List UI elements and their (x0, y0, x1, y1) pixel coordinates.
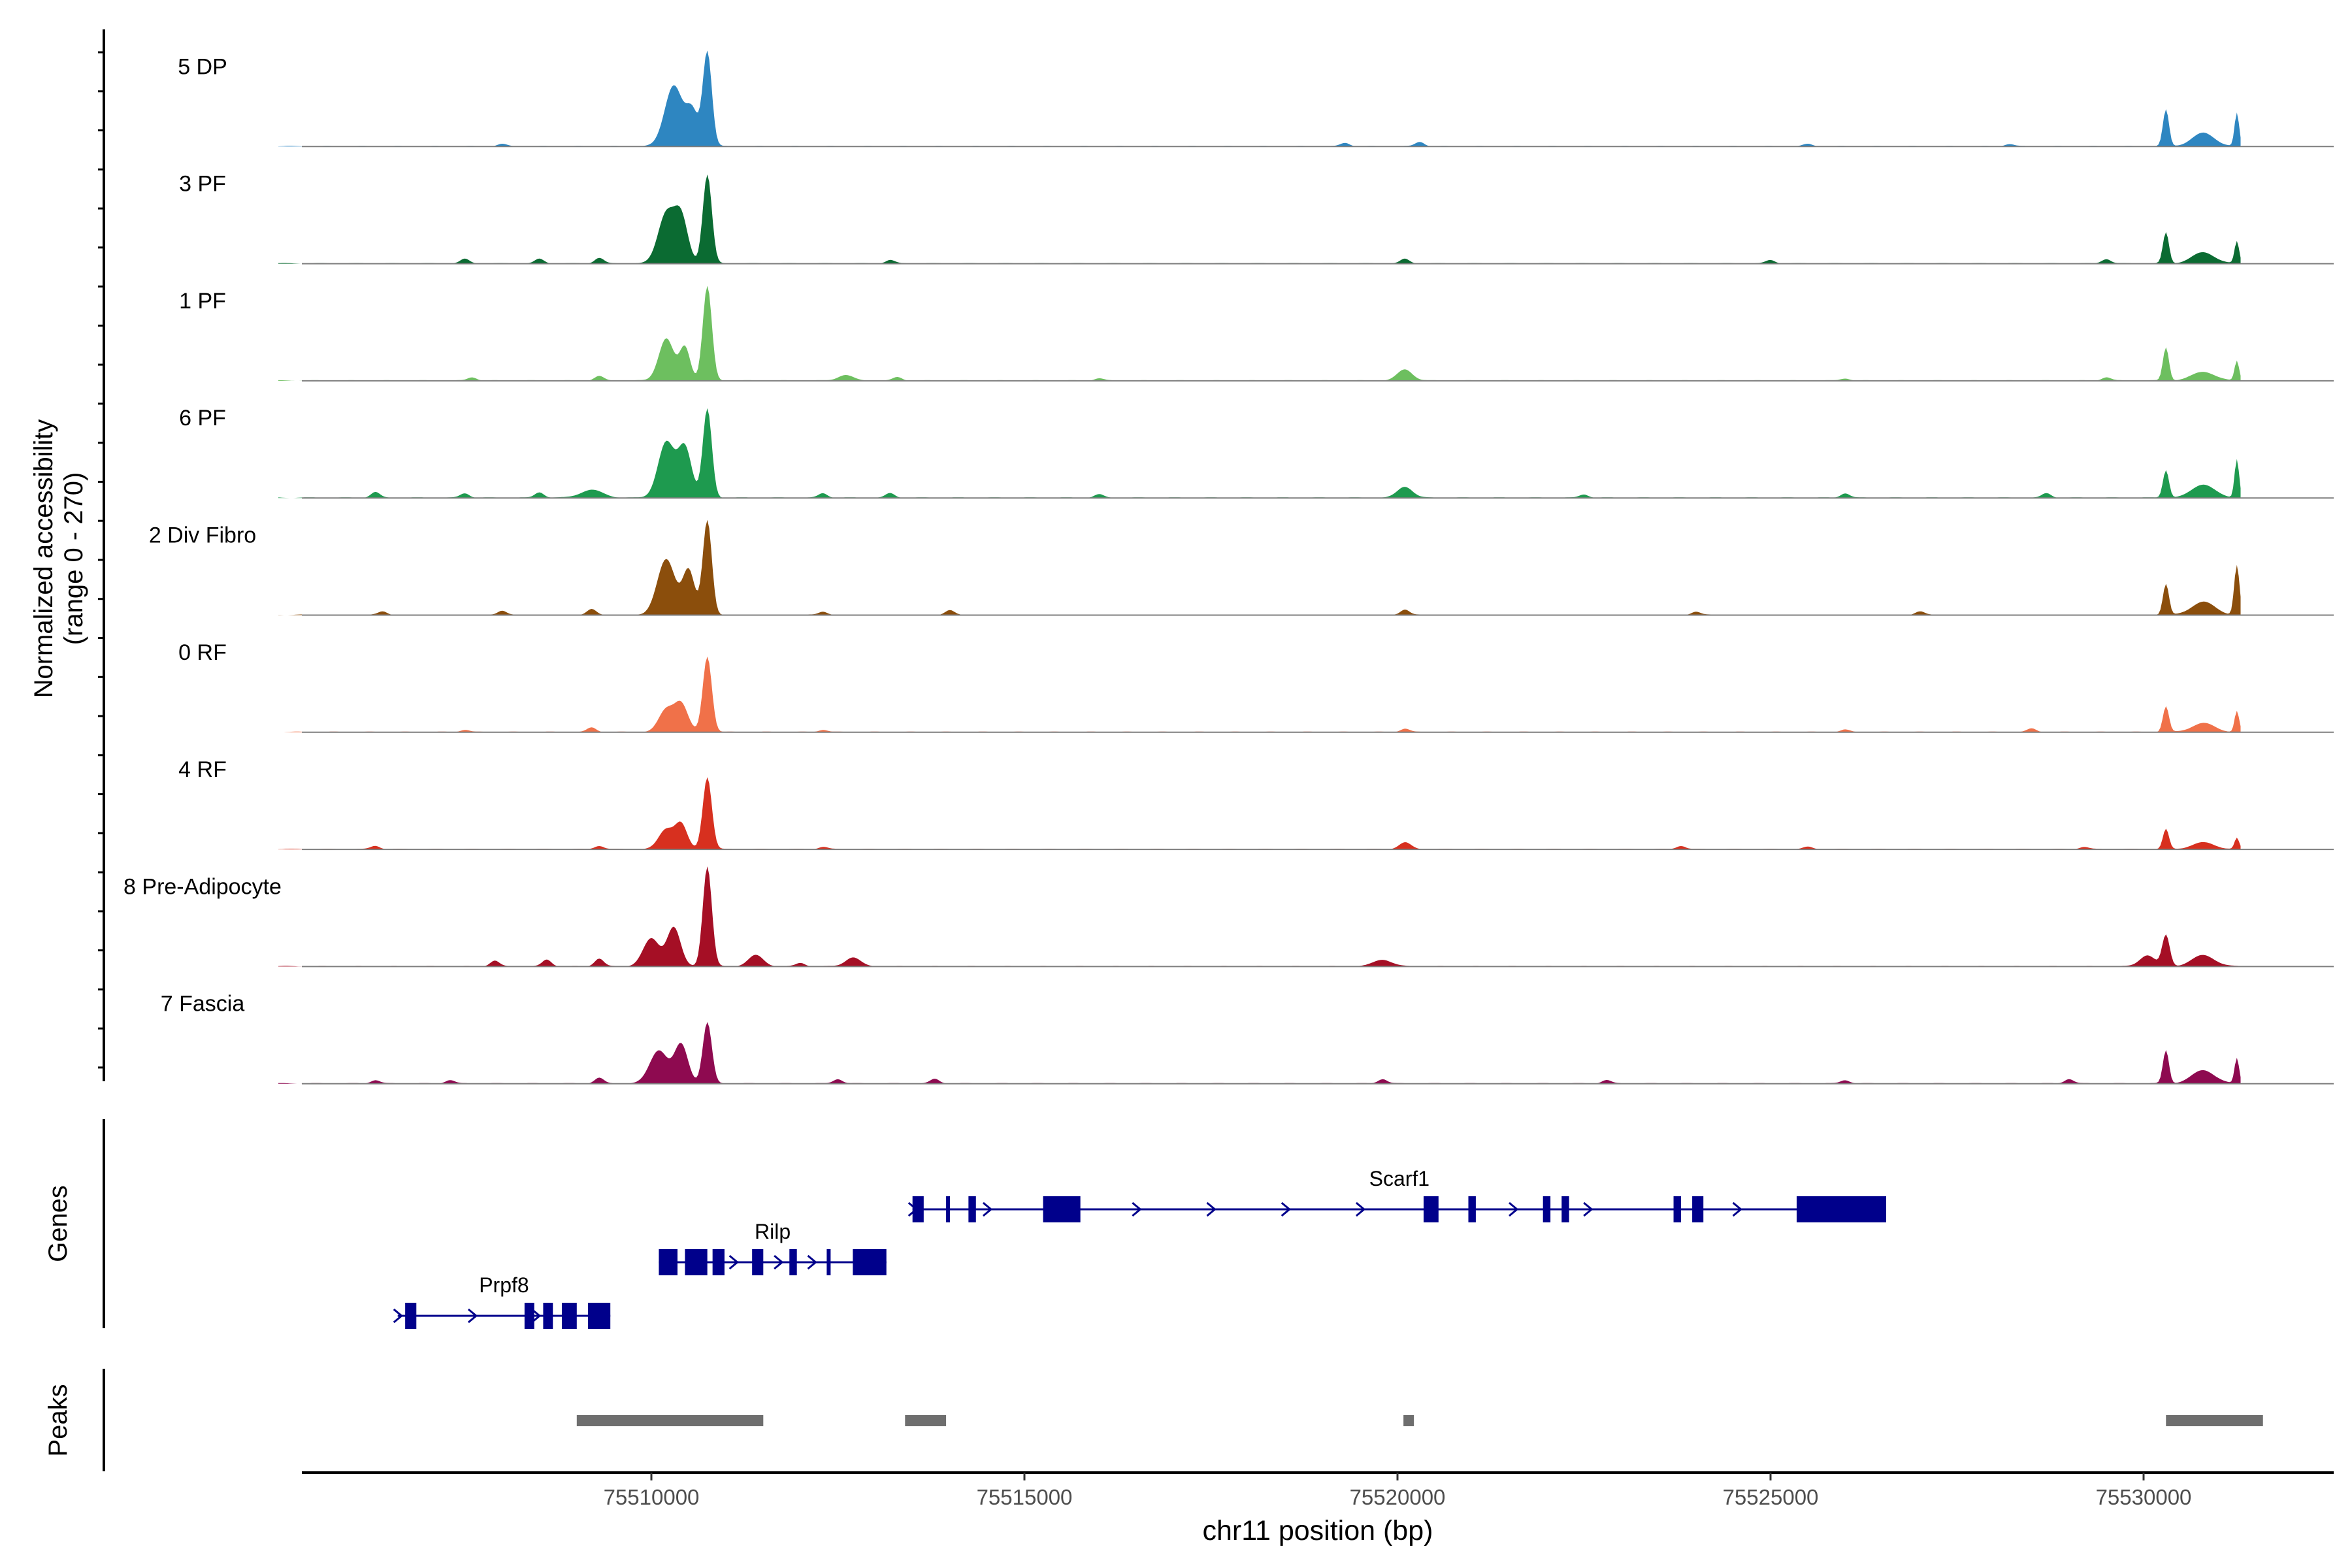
gene-exon (587, 1303, 611, 1329)
x-tick-label: 75525000 (1723, 1485, 1819, 1509)
track-label: 8 Pre-Adipocyte (123, 874, 282, 899)
gene-exon (1543, 1196, 1551, 1222)
x-tick-label: 75515000 (977, 1485, 1073, 1509)
peak-region (1403, 1415, 1414, 1426)
gene-exon (543, 1303, 553, 1329)
track: 6 PF (98, 402, 2334, 499)
strand-arrow (1732, 1201, 1742, 1217)
coverage-area-6-pf (278, 408, 2241, 498)
peaks-panel-title: Peaks (44, 1384, 73, 1456)
gene-exon (946, 1196, 951, 1222)
strand-arrow (1132, 1201, 1142, 1217)
strand-arrow (728, 1254, 739, 1270)
gene-exon (1692, 1196, 1704, 1222)
track-label: 4 RF (178, 757, 227, 782)
track-label: 2 Div Fibro (149, 523, 256, 548)
gene-exon (968, 1196, 976, 1222)
x-axis-title: chr11 position (bp) (1203, 1515, 1433, 1546)
y-axis-label: Normalized accessibility (29, 419, 58, 698)
strand-arrow (1509, 1201, 1519, 1217)
track-label: 3 PF (179, 172, 226, 197)
gene-exon (1561, 1196, 1569, 1222)
gene-exon (659, 1249, 678, 1275)
coverage-tracks: 5 DP 3 PF 1 PF 6 PF 2 Div Fibro 0 RF 4 RF 8 Pre… (98, 50, 2334, 1085)
gene-exon (524, 1303, 534, 1329)
coverage-area-2-div-fibro (278, 519, 2241, 615)
gene-exon (685, 1249, 708, 1275)
strand-arrow (467, 1308, 478, 1324)
gene-annotation-panel: Prpf8 Rilp Scarf1 (393, 1167, 1887, 1329)
peak-region (905, 1415, 947, 1426)
genes-label: Genes (44, 1185, 73, 1262)
gene-prpf8: Prpf8 (393, 1273, 611, 1329)
gene-exon (1043, 1196, 1081, 1222)
gene-exon (826, 1249, 831, 1275)
strand-arrow (1281, 1201, 1292, 1217)
gene-exon (712, 1249, 725, 1275)
coverage-area-1-pf (278, 286, 2241, 381)
gene-exon (789, 1249, 797, 1275)
track: 0 RF (98, 637, 2334, 733)
track: 8 Pre-Adipocyte (98, 866, 2334, 968)
gene-exon (1673, 1196, 1681, 1222)
gene-label: Scarf1 (1369, 1167, 1429, 1190)
gene-exon (405, 1303, 417, 1329)
gene-exon (853, 1249, 887, 1275)
gene-scarf1: Scarf1 (907, 1167, 1887, 1222)
x-axis: 75510000 75515000 75520000 75525000 75530000 (302, 1471, 2334, 1509)
gene-exon (1423, 1196, 1439, 1222)
gene-label: Prpf8 (479, 1273, 529, 1297)
gene-label: Rilp (755, 1220, 791, 1243)
strand-arrow (1206, 1201, 1217, 1217)
gene-exon (1796, 1196, 1887, 1222)
coverage-area-0-rf (278, 657, 2241, 732)
track-label: 1 PF (179, 289, 226, 314)
strand-arrow (1583, 1201, 1593, 1217)
x-tick-label: 75520000 (1350, 1485, 1446, 1509)
y-axis-range: (range 0 - 270) (59, 472, 88, 645)
strand-arrow (774, 1254, 784, 1270)
gene-exon (1468, 1196, 1476, 1222)
y-axis-title: Normalized accessibility (29, 419, 58, 698)
gene-exon (561, 1303, 577, 1329)
strand-arrow (1355, 1201, 1366, 1217)
peaks-label: Peaks (44, 1384, 73, 1456)
coverage-area-8-pre-adipocyte (278, 866, 2241, 967)
strand-arrow (807, 1254, 817, 1270)
strand-arrow (393, 1308, 404, 1324)
genes-panel-title: Genes (44, 1185, 73, 1262)
track: 5 DP (98, 50, 2334, 148)
strand-arrow (531, 1308, 542, 1324)
x-tick-label: 75530000 (2096, 1485, 2192, 1509)
track: 7 Fascia (98, 988, 2334, 1085)
track: 4 RF (98, 754, 2334, 851)
x-tick-label: 75510000 (604, 1485, 700, 1509)
coverage-area-7-fascia (278, 1022, 2241, 1084)
gene-exon (912, 1196, 924, 1222)
track: 3 PF (98, 168, 2334, 265)
gene-rilp: Rilp (659, 1220, 887, 1275)
coverage-area-3-pf (278, 174, 2241, 264)
peaks-panel (576, 1415, 2263, 1426)
strand-arrow (907, 1201, 919, 1217)
track-label: 7 Fascia (161, 992, 245, 1017)
gene-exon (752, 1249, 764, 1275)
coverage-area-5-dp (278, 50, 2241, 147)
y-axis-range-title: (range 0 - 270) (59, 472, 88, 645)
track: 2 Div Fibro (98, 519, 2334, 616)
coverage-area-4-rf (278, 777, 2241, 850)
track: 1 PF (98, 286, 2334, 382)
peak-region (576, 1415, 764, 1426)
strand-arrow (982, 1201, 993, 1217)
track-label: 6 PF (179, 406, 226, 431)
track-label: 5 DP (178, 54, 227, 79)
peak-region (2166, 1415, 2263, 1426)
track-label: 0 RF (178, 640, 227, 665)
